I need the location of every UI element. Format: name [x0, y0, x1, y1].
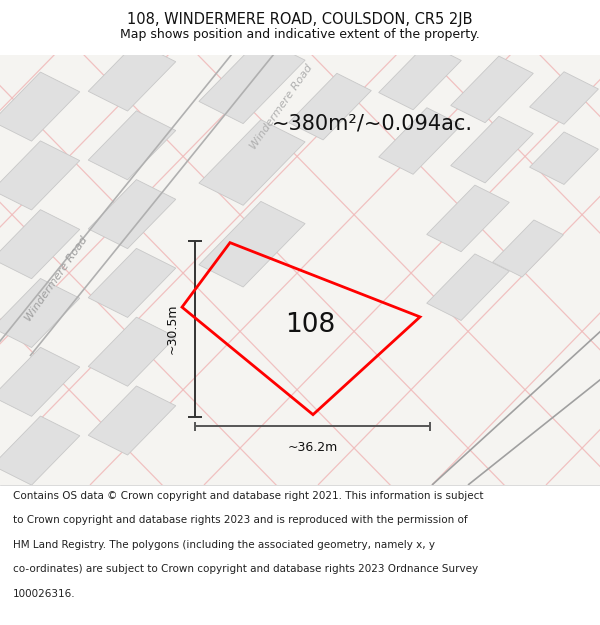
Polygon shape	[379, 107, 461, 174]
Text: 100026316.: 100026316.	[13, 589, 76, 599]
Text: ~380m²/~0.094ac.: ~380m²/~0.094ac.	[271, 114, 473, 134]
Polygon shape	[451, 56, 533, 122]
Text: 108: 108	[285, 312, 335, 338]
Text: Windermere Road: Windermere Road	[24, 234, 90, 323]
Polygon shape	[88, 179, 176, 249]
Text: HM Land Registry. The polygons (including the associated geometry, namely x, y: HM Land Registry. The polygons (includin…	[13, 539, 435, 549]
Polygon shape	[88, 317, 176, 386]
Polygon shape	[0, 141, 80, 210]
Polygon shape	[0, 72, 80, 141]
Polygon shape	[0, 209, 80, 279]
Polygon shape	[427, 185, 509, 252]
Polygon shape	[88, 248, 176, 318]
Text: Contains OS data © Crown copyright and database right 2021. This information is : Contains OS data © Crown copyright and d…	[13, 491, 484, 501]
Text: 108, WINDERMERE ROAD, COULSDON, CR5 2JB: 108, WINDERMERE ROAD, COULSDON, CR5 2JB	[127, 12, 473, 27]
Polygon shape	[0, 348, 80, 416]
Polygon shape	[493, 220, 563, 277]
Text: to Crown copyright and database rights 2023 and is reproduced with the permissio: to Crown copyright and database rights 2…	[13, 515, 468, 525]
Polygon shape	[199, 38, 305, 124]
Polygon shape	[530, 132, 598, 184]
Polygon shape	[451, 116, 533, 183]
Polygon shape	[199, 201, 305, 287]
Text: Windermere Road: Windermere Road	[249, 62, 315, 151]
Polygon shape	[427, 254, 509, 321]
Polygon shape	[88, 111, 176, 180]
Polygon shape	[88, 42, 176, 111]
Polygon shape	[289, 73, 371, 140]
Polygon shape	[88, 386, 176, 455]
Text: Map shows position and indicative extent of the property.: Map shows position and indicative extent…	[120, 28, 480, 41]
Text: ~30.5m: ~30.5m	[166, 303, 179, 354]
Polygon shape	[379, 43, 461, 110]
Polygon shape	[199, 120, 305, 205]
Text: co-ordinates) are subject to Crown copyright and database rights 2023 Ordnance S: co-ordinates) are subject to Crown copyr…	[13, 564, 478, 574]
Text: ~36.2m: ~36.2m	[287, 441, 338, 454]
Polygon shape	[0, 279, 80, 348]
Polygon shape	[530, 72, 598, 124]
Polygon shape	[0, 416, 80, 485]
